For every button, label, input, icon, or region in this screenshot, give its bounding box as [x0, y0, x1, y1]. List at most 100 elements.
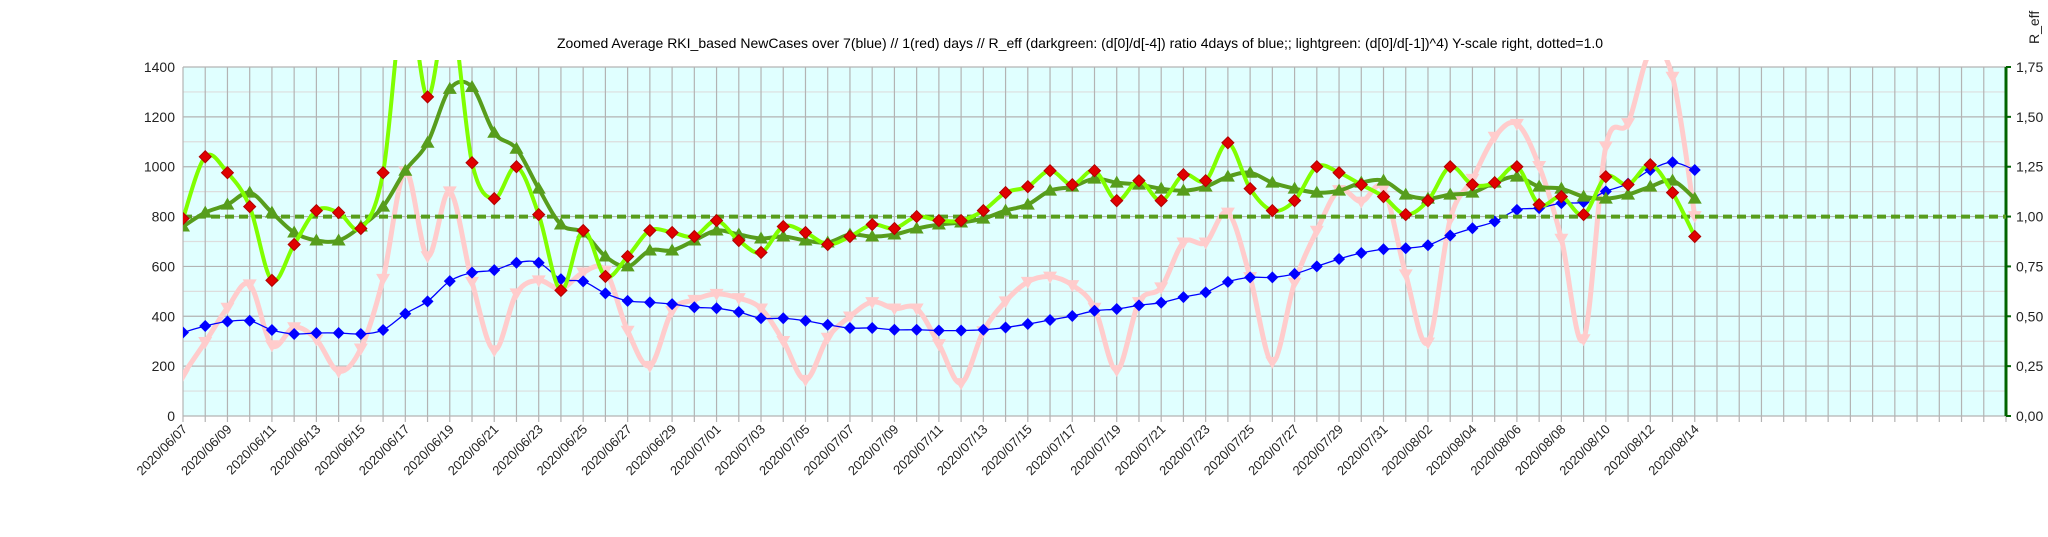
left-axis-tick-label: 1200: [144, 109, 175, 125]
left-axis-tick-label: 600: [152, 258, 176, 274]
red-diamond-marker: [309, 203, 324, 218]
blue-diamond-marker: [866, 322, 879, 335]
blue-diamond-marker: [621, 294, 634, 307]
blue-diamond-marker: [1510, 203, 1523, 216]
red-diamond-marker: [354, 221, 368, 236]
blue-diamond-marker: [1221, 275, 1234, 288]
pink-triangle-marker: [1420, 337, 1435, 350]
right-axis-tick-label: 0,00: [2016, 408, 2043, 424]
darkgreen-triangle-marker: [309, 233, 324, 246]
red-diamond-marker: [1087, 163, 1102, 178]
blue-diamond-marker: [354, 327, 367, 340]
darkgreen-triangle-marker: [1621, 187, 1636, 200]
red-diamond-marker: [620, 249, 635, 264]
blue-diamond-marker: [1044, 314, 1057, 327]
red-diamond-marker: [1265, 203, 1280, 218]
darkgreen-triangle-marker: [264, 205, 279, 218]
pink-triangle-marker: [1487, 131, 1502, 144]
right-axis-tick-label: 1,75: [2016, 59, 2043, 75]
darkgreen-triangle-marker: [1509, 169, 1524, 182]
pink-triangle-marker: [309, 334, 324, 347]
blue-diamond-marker: [488, 264, 501, 277]
red-diamond-marker: [798, 225, 813, 240]
left-axis-tick-label: 0: [167, 408, 175, 424]
blue-diamond-marker: [1288, 267, 1301, 280]
pink-triangle-marker: [465, 276, 480, 289]
red-diamond-marker: [821, 237, 835, 252]
pink-triangle-marker: [1065, 280, 1080, 293]
left-axis-tick-label: 1400: [144, 59, 175, 75]
blue-diamond-marker: [666, 298, 679, 311]
blue-diamond-marker: [888, 323, 901, 336]
darkgreen-triangle-marker: [665, 243, 680, 256]
red-diamond-marker: [1243, 181, 1257, 196]
red-diamond-marker: [1688, 229, 1702, 244]
pink-triangle-marker: [1398, 269, 1413, 282]
red-diamond-marker: [1443, 160, 1457, 174]
red-diamond-marker: [1110, 193, 1124, 208]
darkgreen-triangle-marker: [1087, 171, 1102, 184]
darkgreen-triangle-marker: [376, 199, 391, 212]
pink-triangle-marker: [1354, 196, 1369, 209]
red-diamond-marker: [709, 213, 724, 228]
right-axis-tick-label: 1,25: [2016, 159, 2043, 175]
blue-diamond-marker: [377, 323, 390, 336]
blue-diamond-marker: [288, 327, 301, 340]
blue-diamond-marker: [1177, 291, 1190, 304]
pink-triangle-marker: [1176, 237, 1191, 250]
blue-diamond-marker: [310, 326, 323, 339]
blue-series: [183, 156, 1701, 340]
red-diamond-marker: [1043, 163, 1057, 178]
pink-triangle-marker: [709, 288, 724, 301]
darkgreen-triangle-marker: [909, 221, 924, 234]
pink-triangle-marker: [687, 294, 702, 307]
pink-triangle-marker: [331, 366, 346, 379]
pink-triangle-marker: [1665, 71, 1680, 84]
blue-diamond-marker: [510, 256, 523, 269]
blue-diamond-marker: [332, 326, 345, 339]
red-diamond-marker: [487, 191, 501, 206]
blue-diamond-marker: [1266, 271, 1279, 284]
right-axis-tick-label: 0,75: [2016, 258, 2043, 274]
red-diamond-marker: [687, 229, 702, 244]
red-diamond-marker: [1532, 197, 1546, 212]
darkgreen-triangle-marker: [1443, 187, 1458, 200]
red-diamond-marker: [1510, 160, 1524, 174]
blue-diamond-marker: [1066, 310, 1079, 323]
darkgreen-triangle-marker: [754, 231, 769, 244]
red-diamond-marker: [183, 211, 190, 226]
darkgreen-triangle-marker: [442, 81, 457, 94]
darkgreen-triangle-marker: [598, 249, 613, 262]
darkgreen-triangle-marker: [1020, 197, 1035, 210]
darkgreen-triangle-marker: [331, 233, 346, 246]
blue-diamond-marker: [443, 275, 456, 288]
pink-triangle-marker: [1376, 183, 1391, 196]
pink-triangle-marker: [776, 335, 791, 348]
red-diamond-marker: [532, 207, 546, 222]
red-diamond-marker: [732, 233, 746, 248]
red-diamond-marker: [865, 217, 879, 232]
red-diamond-marker: [754, 245, 768, 260]
blue-diamond-marker: [910, 323, 923, 336]
pink-triangle-marker: [531, 275, 546, 288]
darkgreen-triangle-marker: [287, 225, 302, 238]
red-diamond-marker: [1621, 177, 1635, 192]
darkgreen-triangle-marker: [198, 205, 213, 218]
blue-diamond-marker: [1021, 318, 1034, 331]
red-diamond-marker: [1599, 169, 1613, 184]
blue-diamond-marker: [1599, 185, 1612, 198]
darkgreen-triangle-marker: [798, 233, 813, 246]
pink-triangle-marker: [931, 339, 946, 352]
darkgreen-triangle-marker: [465, 79, 480, 92]
blue-diamond-marker: [399, 307, 412, 320]
darkgreen-triangle-marker: [1532, 179, 1547, 192]
red-diamond-marker: [198, 150, 212, 164]
red-diamond-marker: [998, 185, 1013, 200]
pink-triangle-marker: [487, 345, 502, 358]
blue-diamond-marker: [577, 275, 590, 288]
pink-triangle-marker: [353, 343, 368, 356]
red-diamond-marker: [1176, 167, 1191, 182]
pink-triangle-marker: [1020, 276, 1035, 289]
pink-triangle-marker: [264, 340, 279, 353]
red-diamond-marker: [265, 273, 279, 288]
